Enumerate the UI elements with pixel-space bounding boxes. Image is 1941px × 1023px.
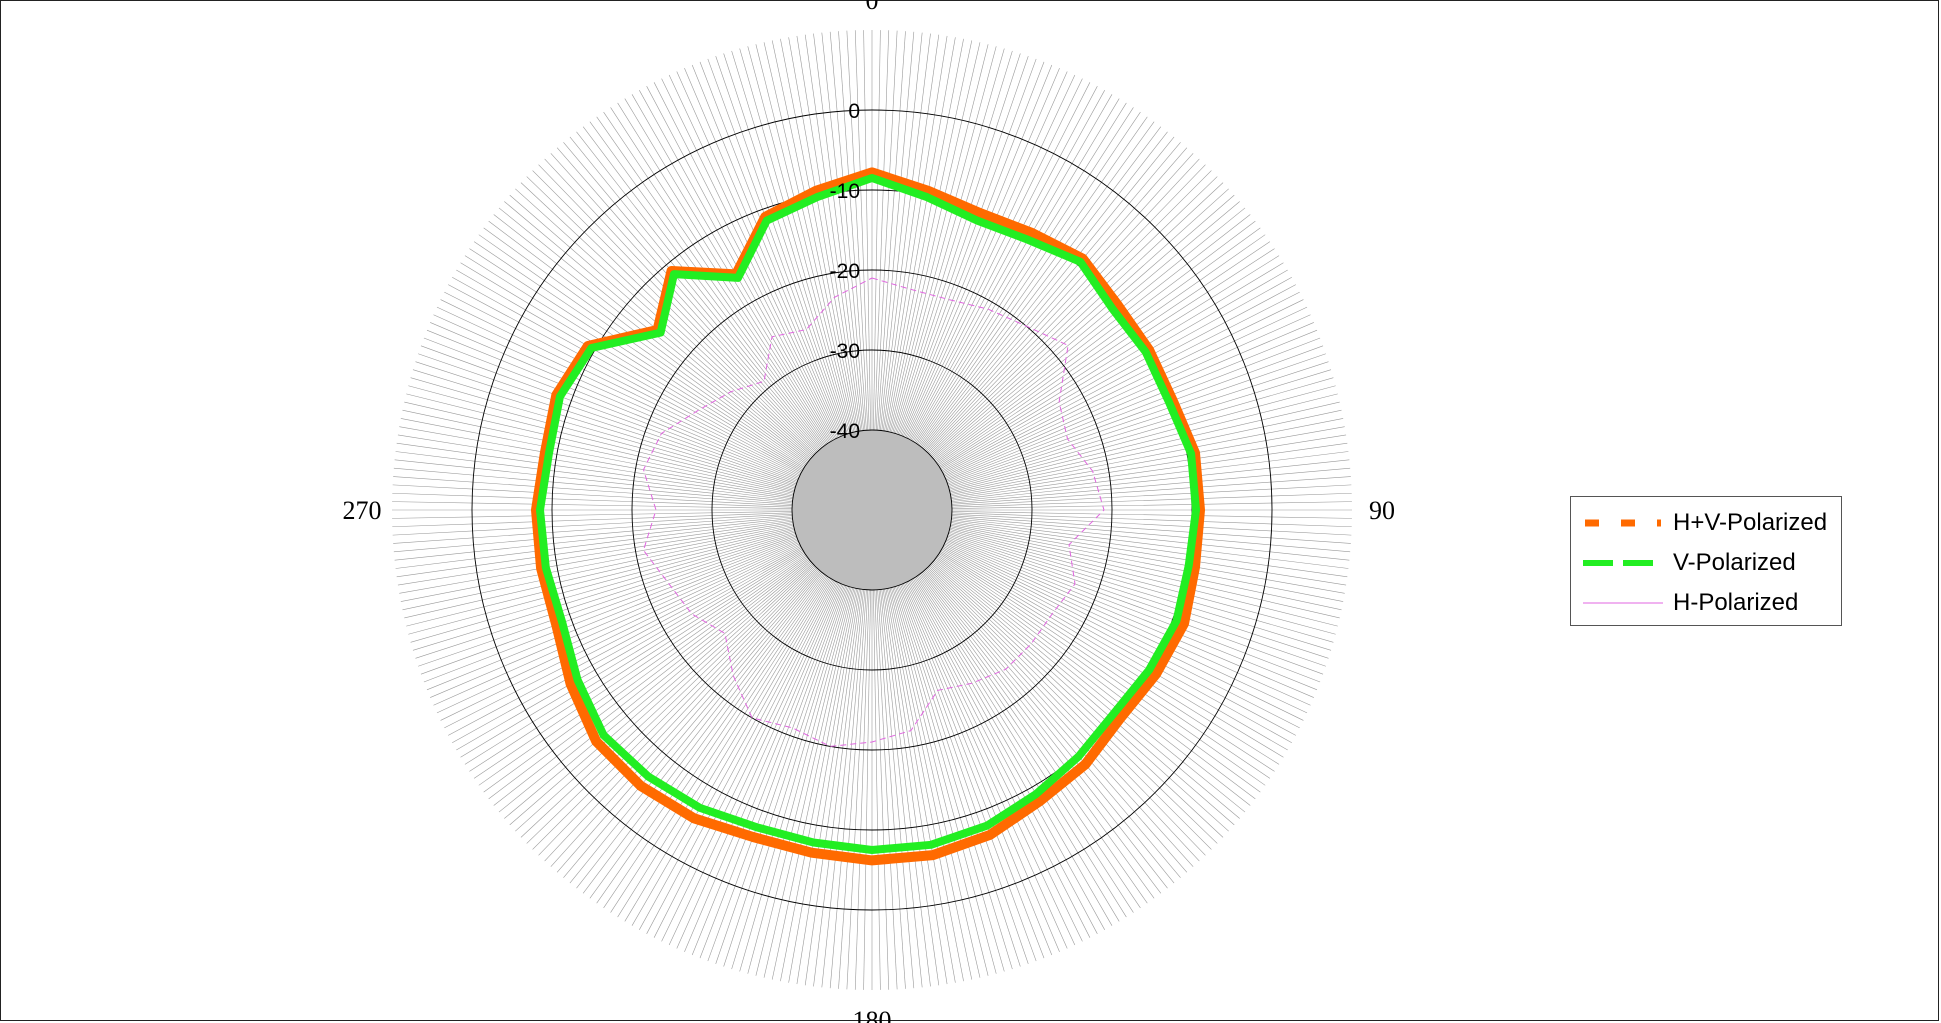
legend-swatch-v	[1583, 560, 1663, 566]
series-layer	[531, 167, 1205, 866]
radial-gridline	[631, 269, 1113, 751]
radial-tick-label: -40	[830, 420, 860, 443]
legend-item: H+V-Polarized	[1571, 503, 1841, 543]
legend-item: V-Polarized	[1571, 543, 1841, 583]
legend-swatch-h	[1583, 602, 1663, 604]
angle-tick-label: 180	[853, 1006, 892, 1023]
legend-label-h: H-Polarized	[1673, 589, 1799, 616]
radial-tick-label: 0	[848, 100, 860, 123]
radial-tick-label: -10	[830, 180, 860, 203]
radial-gridline	[711, 349, 1033, 671]
radial-tick-label: -20	[830, 260, 860, 283]
angle-tick-labels: 0 90 180 270	[343, 0, 1396, 1023]
radial-gridline	[791, 429, 953, 591]
radial-tick-labels: 0 -10 -20 -30 -40	[830, 100, 860, 443]
legend-label-v: V-Polarized	[1673, 549, 1796, 576]
legend-item: H-Polarized	[1571, 583, 1841, 623]
legend: H+V-Polarized V-Polarized H-Polarized	[1570, 496, 1842, 626]
series-line	[536, 174, 1200, 854]
radial-gridline	[471, 109, 1273, 911]
angle-tick-label: 0	[866, 0, 879, 15]
center-disc	[792, 430, 952, 590]
series-line	[643, 277, 1105, 747]
legend-label-hv: H+V-Polarized	[1673, 509, 1828, 536]
radial-tick-label: -30	[830, 340, 860, 363]
legend-swatch-hv	[1585, 519, 1661, 527]
angle-tick-label: 270	[343, 496, 382, 525]
angle-tick-label: 90	[1369, 496, 1395, 525]
